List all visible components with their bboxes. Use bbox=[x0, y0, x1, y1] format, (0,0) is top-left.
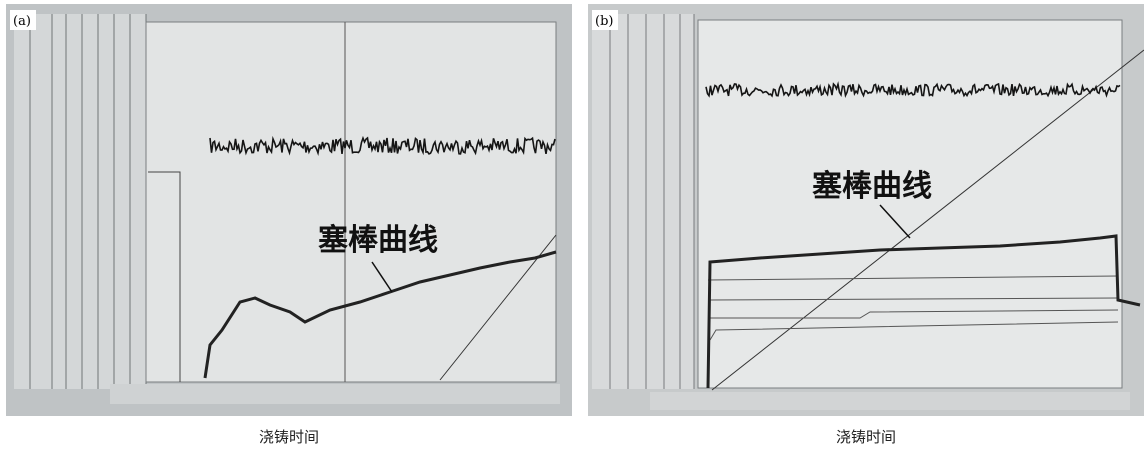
time-axis bbox=[110, 384, 560, 404]
data-table bbox=[592, 14, 694, 389]
panel-b: (b) 塞棒曲线 bbox=[588, 4, 1144, 416]
figure: (a) 塞棒曲线 (b) 塞棒曲线 浇铸时间 浇铸时间 bbox=[0, 0, 1144, 452]
panel-label: (b) bbox=[595, 14, 613, 29]
caption: 浇铸时间 bbox=[259, 428, 319, 446]
panel-a: (a) 塞棒曲线 bbox=[6, 4, 572, 416]
panel-label: (a) bbox=[13, 14, 31, 29]
time-axis bbox=[650, 392, 1130, 410]
annotation: 塞棒曲线 bbox=[812, 169, 932, 204]
plot-area bbox=[698, 20, 1122, 388]
annotation: 塞棒曲线 bbox=[318, 223, 438, 258]
plot-area bbox=[146, 22, 556, 382]
caption: 浇铸时间 bbox=[836, 428, 896, 446]
data-table bbox=[14, 14, 146, 389]
